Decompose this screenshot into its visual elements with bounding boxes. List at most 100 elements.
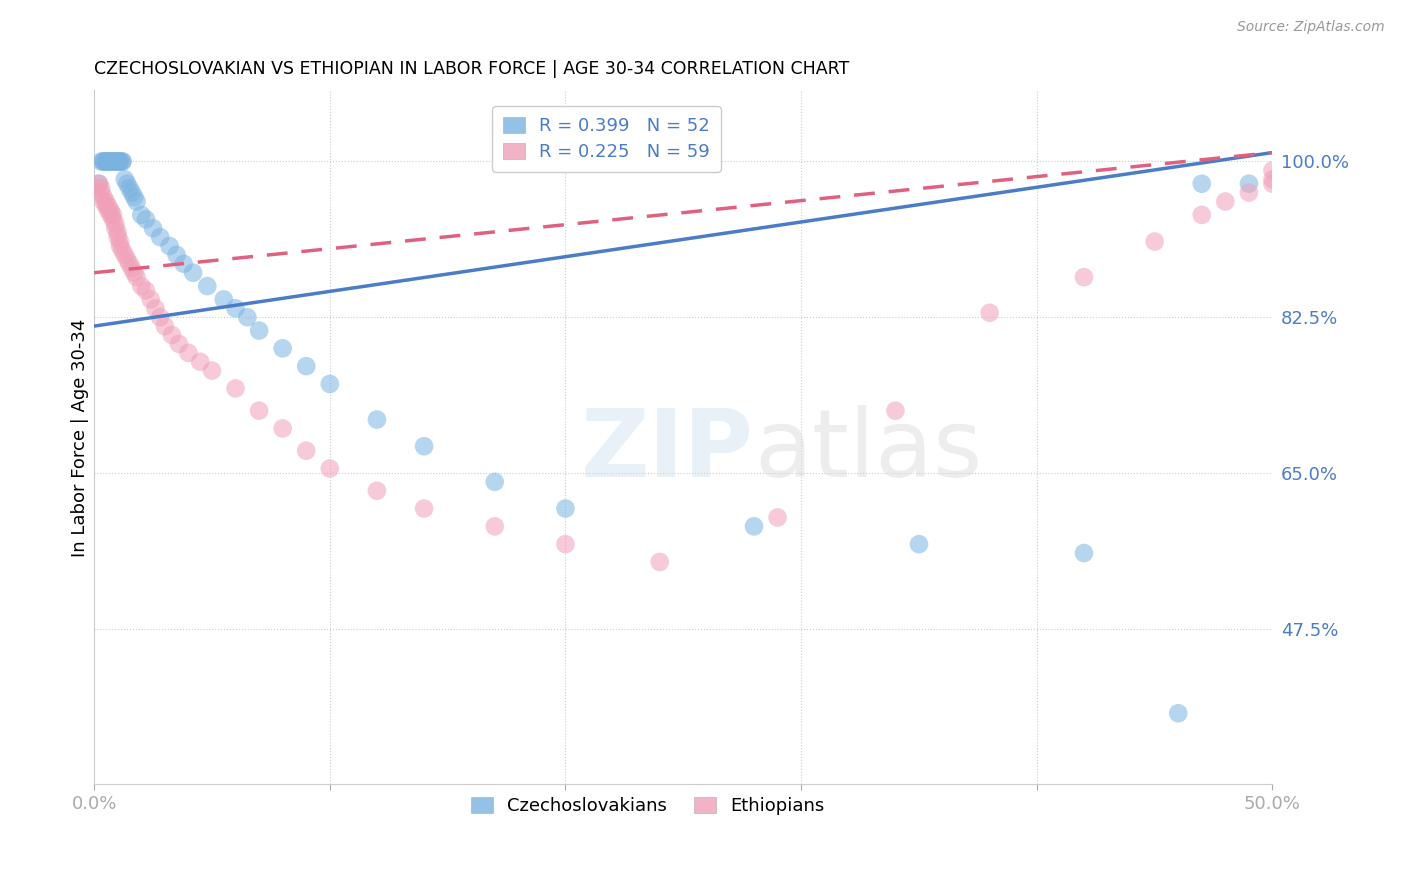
Point: [1261, 177, 1284, 191]
Point: [742, 519, 765, 533]
Point: [159, 239, 181, 253]
Point: [1237, 186, 1260, 200]
Point: [979, 306, 1001, 320]
Point: [149, 310, 172, 325]
Point: [115, 177, 138, 191]
Point: [225, 301, 247, 316]
Point: [195, 279, 218, 293]
Point: [101, 212, 124, 227]
Point: [87, 177, 110, 191]
Point: [366, 483, 388, 498]
Point: [93, 154, 115, 169]
Point: [94, 199, 117, 213]
Point: [484, 475, 506, 489]
Point: [94, 154, 117, 169]
Point: [295, 443, 318, 458]
Point: [104, 221, 127, 235]
Point: [201, 363, 224, 377]
Text: atlas: atlas: [754, 405, 983, 497]
Point: [125, 270, 148, 285]
Point: [115, 252, 138, 267]
Point: [108, 154, 131, 169]
Point: [884, 403, 907, 417]
Point: [153, 319, 176, 334]
Point: [247, 403, 270, 417]
Point: [1191, 208, 1213, 222]
Point: [108, 235, 131, 249]
Point: [1237, 177, 1260, 191]
Point: [908, 537, 931, 551]
Point: [271, 421, 294, 435]
Point: [114, 172, 136, 186]
Point: [87, 177, 110, 191]
Point: [104, 154, 127, 169]
Point: [135, 212, 157, 227]
Point: [554, 537, 576, 551]
Point: [145, 301, 167, 316]
Point: [167, 337, 190, 351]
Point: [236, 310, 259, 325]
Point: [129, 208, 152, 222]
Point: [86, 181, 108, 195]
Point: [1261, 163, 1284, 178]
Point: [135, 284, 157, 298]
Point: [484, 519, 506, 533]
Point: [100, 203, 122, 218]
Point: [177, 346, 200, 360]
Point: [1143, 235, 1166, 249]
Point: [129, 279, 152, 293]
Point: [166, 248, 188, 262]
Point: [90, 154, 112, 169]
Point: [94, 194, 117, 209]
Text: ZIP: ZIP: [581, 405, 754, 497]
Point: [114, 248, 136, 262]
Point: [1073, 546, 1095, 560]
Point: [111, 154, 134, 169]
Point: [97, 199, 120, 213]
Point: [93, 190, 115, 204]
Point: [366, 412, 388, 426]
Point: [1261, 172, 1284, 186]
Point: [319, 376, 342, 391]
Point: [97, 154, 120, 169]
Point: [107, 226, 129, 240]
Point: [93, 154, 115, 169]
Point: [1215, 194, 1237, 209]
Point: [108, 239, 131, 253]
Point: [118, 181, 141, 195]
Point: [766, 510, 789, 524]
Point: [121, 261, 143, 276]
Point: [122, 190, 145, 204]
Point: [107, 154, 129, 169]
Point: [93, 194, 115, 209]
Point: [100, 154, 122, 169]
Point: [90, 186, 112, 200]
Text: CZECHOSLOVAKIAN VS ETHIOPIAN IN LABOR FORCE | AGE 30-34 CORRELATION CHART: CZECHOSLOVAKIAN VS ETHIOPIAN IN LABOR FO…: [94, 60, 849, 78]
Point: [149, 230, 172, 244]
Point: [94, 154, 117, 169]
Point: [125, 194, 148, 209]
Legend: Czechoslovakians, Ethiopians: Czechoslovakians, Ethiopians: [463, 788, 834, 824]
Point: [107, 154, 129, 169]
Point: [1073, 270, 1095, 285]
Point: [225, 381, 247, 395]
Point: [648, 555, 671, 569]
Point: [554, 501, 576, 516]
Point: [97, 203, 120, 218]
Text: Source: ZipAtlas.com: Source: ZipAtlas.com: [1237, 20, 1385, 34]
Point: [188, 354, 211, 368]
Point: [160, 328, 183, 343]
Point: [104, 217, 127, 231]
Point: [111, 154, 134, 169]
Point: [319, 461, 342, 475]
Point: [101, 208, 124, 222]
Point: [173, 257, 195, 271]
Point: [247, 324, 270, 338]
Point: [413, 439, 436, 453]
Point: [111, 244, 134, 258]
Point: [97, 154, 120, 169]
Point: [122, 266, 145, 280]
Point: [107, 230, 129, 244]
Point: [90, 181, 112, 195]
Y-axis label: In Labor Force | Age 30-34: In Labor Force | Age 30-34: [72, 318, 89, 557]
